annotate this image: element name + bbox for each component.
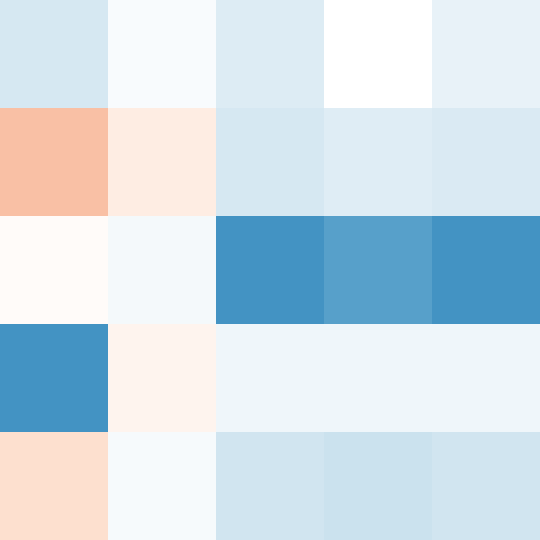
heatmap-cell [108,108,217,217]
heatmap-cell [432,216,540,325]
heatmap-cell [0,108,109,217]
heatmap-cell [216,0,325,109]
heatmap-cell [108,216,217,325]
heatmap-cell [0,216,109,325]
heatmap-cell [216,108,325,217]
heatmap-cell [216,432,325,540]
heatmap-cell [432,432,540,540]
heatmap-cell [216,216,325,325]
heatmap-cell [216,324,325,433]
heatmap-cell [324,0,433,109]
heatmap-cell [324,216,433,325]
heatmap-cell [0,432,109,540]
heatmap-cell [108,0,217,109]
heatmap-cell [0,324,109,433]
heatmap-cell [432,324,540,433]
heatmap-cell [108,324,217,433]
heatmap-cell [324,108,433,217]
heatmap-cell [108,432,217,540]
heatmap-cell [432,108,540,217]
heatmap-cell [324,432,433,540]
heatmap-cell [324,324,433,433]
heatmap-cell [0,0,109,109]
heatmap-cell [432,0,540,109]
